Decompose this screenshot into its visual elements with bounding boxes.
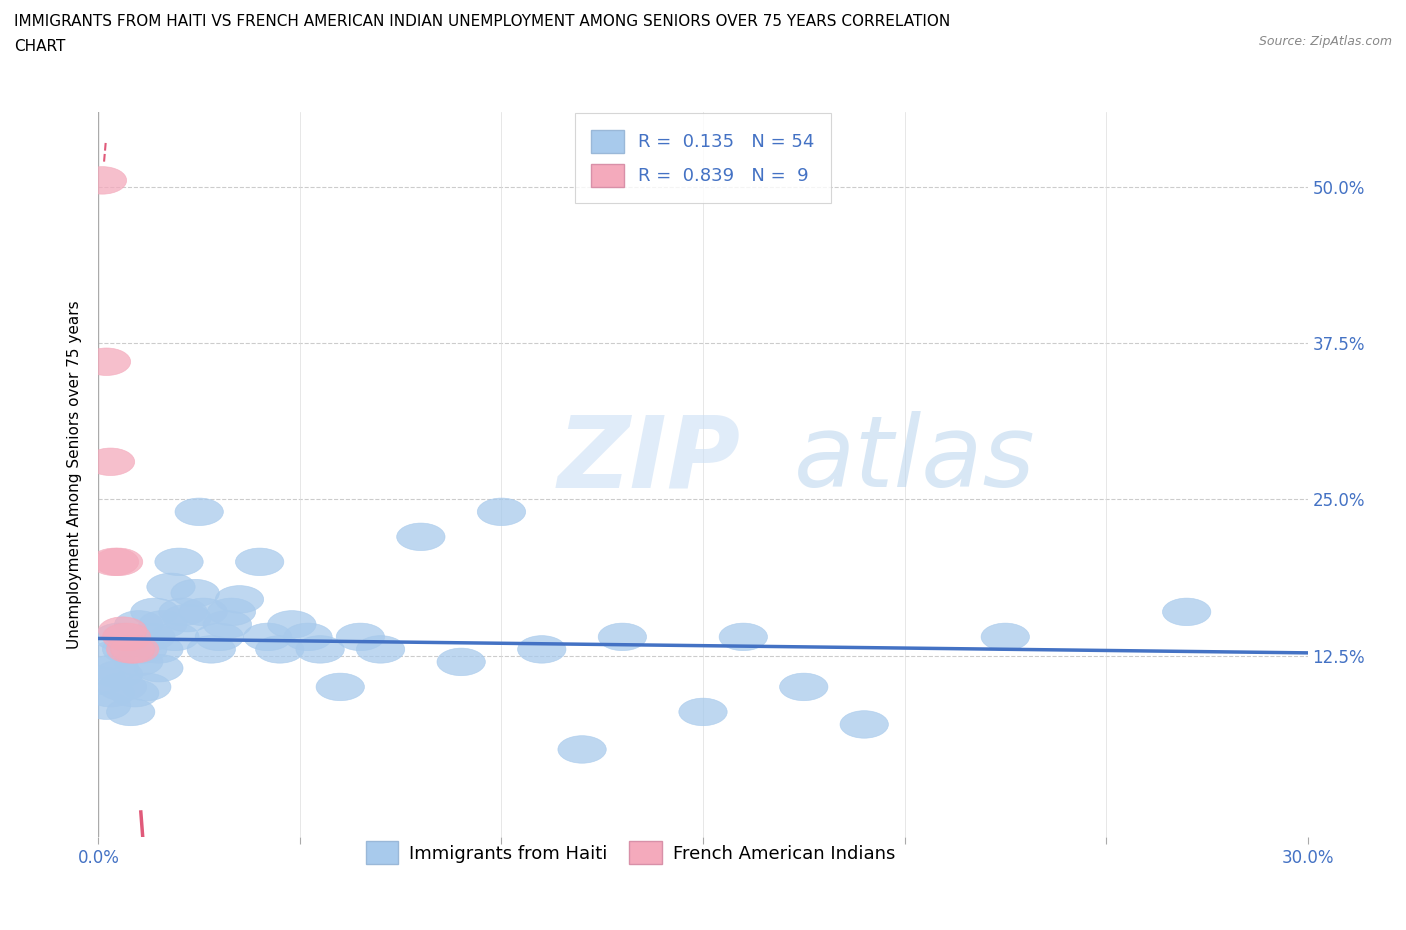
Ellipse shape [718,623,768,651]
Ellipse shape [135,655,183,682]
Ellipse shape [243,623,292,651]
Ellipse shape [94,660,143,688]
Ellipse shape [146,573,195,601]
Ellipse shape [558,736,606,764]
Ellipse shape [477,498,526,525]
Ellipse shape [267,611,316,638]
Ellipse shape [316,673,364,700]
Ellipse shape [98,673,146,700]
Text: Source: ZipAtlas.com: Source: ZipAtlas.com [1258,35,1392,48]
Ellipse shape [155,548,204,576]
Ellipse shape [135,635,183,663]
Ellipse shape [195,623,243,651]
Ellipse shape [83,348,131,376]
Ellipse shape [103,635,150,663]
Text: atlas: atlas [793,411,1035,509]
Ellipse shape [79,667,127,695]
Ellipse shape [1163,598,1211,626]
Ellipse shape [235,548,284,576]
Ellipse shape [114,648,163,676]
Ellipse shape [103,623,150,651]
Ellipse shape [295,635,344,663]
Text: ZIP: ZIP [558,411,741,509]
Ellipse shape [111,680,159,707]
Ellipse shape [679,698,727,725]
Text: CHART: CHART [14,39,66,54]
Ellipse shape [336,623,385,651]
Ellipse shape [779,673,828,700]
Ellipse shape [86,680,135,707]
Ellipse shape [215,586,264,613]
Ellipse shape [598,623,647,651]
Ellipse shape [159,598,207,626]
Text: IMMIGRANTS FROM HAITI VS FRENCH AMERICAN INDIAN UNEMPLOYMENT AMONG SENIORS OVER : IMMIGRANTS FROM HAITI VS FRENCH AMERICAN… [14,14,950,29]
Ellipse shape [284,623,332,651]
Ellipse shape [396,523,446,551]
Ellipse shape [90,548,139,576]
Ellipse shape [98,617,146,644]
Ellipse shape [94,623,143,651]
Ellipse shape [79,166,127,194]
Ellipse shape [437,648,485,676]
Ellipse shape [94,548,143,576]
Ellipse shape [150,623,200,651]
Ellipse shape [83,692,131,720]
Ellipse shape [118,635,167,663]
Ellipse shape [122,673,172,700]
Ellipse shape [204,611,252,638]
Ellipse shape [163,604,211,631]
Y-axis label: Unemployment Among Seniors over 75 years: Unemployment Among Seniors over 75 years [67,300,83,648]
Ellipse shape [107,698,155,725]
Ellipse shape [187,635,235,663]
Ellipse shape [981,623,1029,651]
Ellipse shape [127,623,174,651]
Legend: Immigrants from Haiti, French American Indians: Immigrants from Haiti, French American I… [359,834,903,871]
Ellipse shape [86,642,135,670]
Ellipse shape [139,611,187,638]
Ellipse shape [179,598,228,626]
Ellipse shape [86,448,135,475]
Ellipse shape [107,635,155,663]
Ellipse shape [131,598,179,626]
Ellipse shape [207,598,256,626]
Ellipse shape [356,635,405,663]
Ellipse shape [839,711,889,738]
Ellipse shape [172,579,219,607]
Ellipse shape [114,611,163,638]
Ellipse shape [256,635,304,663]
Ellipse shape [90,655,139,682]
Ellipse shape [517,635,567,663]
Ellipse shape [111,635,159,663]
Ellipse shape [174,498,224,525]
